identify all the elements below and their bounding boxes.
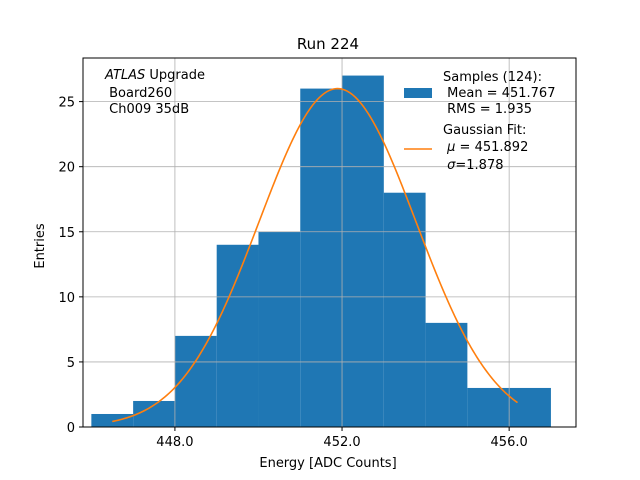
- legend: Samples (124): Mean = 451.767 RMS = 1.93…: [404, 70, 555, 173]
- sigma-symbol: σ: [447, 158, 456, 173]
- axis-ticks: 448.0 452.0 456.0 0 5 10 15 20 25: [58, 96, 527, 450]
- legend-fit-title: Gaussian Fit:: [443, 123, 526, 138]
- histogram-bar: [342, 75, 384, 428]
- histogram-bar: [300, 88, 343, 427]
- plot-frame: [82, 57, 577, 428]
- y-tick-label: 0: [67, 421, 75, 436]
- histogram-bar: [383, 192, 426, 427]
- x-tick-label: 448.0: [156, 435, 193, 450]
- histogram-bar: [425, 322, 468, 427]
- annotation-line-2: Board260: [105, 86, 172, 101]
- legend-samples-rms: RMS = 1.935: [443, 102, 532, 117]
- histogram-bar: [467, 387, 510, 427]
- y-tick-label: 20: [58, 161, 75, 176]
- y-axis-label: Entries: [33, 223, 48, 269]
- mu-value: = 451.892: [455, 140, 528, 155]
- annotation-line-3: Ch009 35dB: [105, 102, 189, 117]
- gaussian-fit: [112, 87, 518, 423]
- legend-samples-mean: Mean = 451.767: [443, 86, 555, 101]
- y-tick-label: 25: [58, 96, 75, 111]
- legend-fit-sigma: σ=1.878: [443, 158, 504, 173]
- sigma-value: =1.878: [455, 158, 503, 173]
- y-tick-label: 5: [67, 356, 75, 371]
- upgrade-label: Upgrade: [145, 68, 205, 83]
- mu-symbol: μ: [446, 140, 455, 155]
- atlas-annotation: ATLAS Upgrade Board260 Ch009 35dB: [104, 68, 205, 117]
- histogram-bar: [258, 231, 301, 427]
- histogram-bar: [216, 244, 259, 427]
- x-axis-label: Energy [ADC Counts]: [259, 456, 396, 471]
- histogram-bar: [174, 335, 217, 427]
- legend-fit-mu: μ = 451.892: [443, 140, 528, 155]
- x-tick-label: 452.0: [323, 435, 360, 450]
- legend-samples-swatch: [404, 88, 432, 98]
- histogram-bar: [91, 413, 134, 427]
- gaussian-fit-curve: [112, 87, 518, 423]
- legend-samples-title: Samples (124):: [443, 70, 542, 85]
- histogram-bar: [509, 387, 551, 427]
- y-tick-label: 10: [58, 291, 75, 306]
- x-tick-label: 456.0: [491, 435, 528, 450]
- atlas-label: ATLAS: [104, 68, 145, 83]
- y-tick-label: 15: [58, 226, 75, 241]
- chart-title: Run 224: [297, 35, 359, 53]
- annotation-line-1: ATLAS Upgrade: [104, 68, 205, 83]
